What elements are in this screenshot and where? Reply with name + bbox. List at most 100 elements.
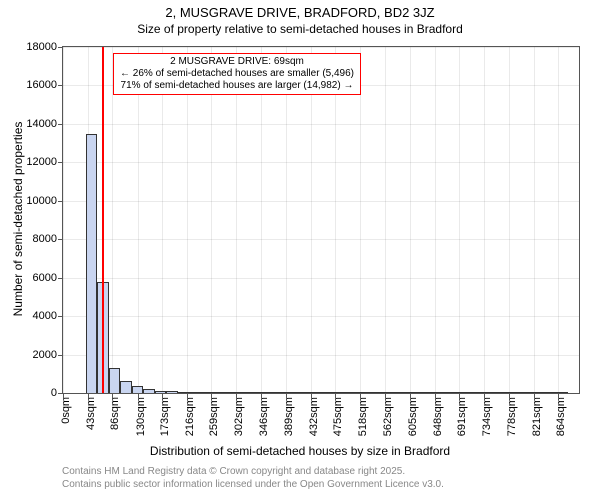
x-tick-label: 346sqm (258, 397, 270, 436)
y-tick-label: 14000 (26, 118, 63, 130)
gridline-h (63, 201, 579, 202)
histogram-bar (441, 392, 452, 393)
marker-line (102, 47, 104, 393)
gridline-v (534, 47, 535, 393)
x-tick-label: 389sqm (283, 397, 295, 436)
gridline-v (63, 47, 64, 393)
footer-line1: Contains HM Land Registry data © Crown c… (62, 466, 444, 479)
histogram-bar (86, 134, 97, 394)
histogram-bar (556, 392, 567, 393)
chart-container: 2, MUSGRAVE DRIVE, BRADFORD, BD2 3JZ Siz… (0, 0, 600, 500)
gridline-v (187, 47, 188, 393)
x-tick-label: 518sqm (357, 397, 369, 436)
x-tick-label: 86sqm (109, 397, 121, 430)
x-tick-label: 216sqm (184, 397, 196, 436)
y-tick-label: 2000 (33, 349, 63, 361)
y-tick-label: 12000 (26, 156, 63, 168)
histogram-bar (476, 392, 487, 393)
histogram-bar (315, 392, 326, 393)
histogram-bar (430, 392, 441, 393)
histogram-bar (487, 392, 498, 393)
gridline-v (211, 47, 212, 393)
histogram-bar (327, 392, 338, 393)
x-tick-label: 43sqm (85, 397, 97, 430)
histogram-bar (418, 392, 429, 393)
gridline-h (63, 47, 579, 48)
y-tick-label: 8000 (33, 233, 63, 245)
x-tick-label: 475sqm (332, 397, 344, 436)
histogram-bar (178, 392, 189, 393)
gridline-v (138, 47, 139, 393)
footer-line2: Contains public sector information licen… (62, 479, 444, 492)
gridline-v (509, 47, 510, 393)
histogram-bar (373, 392, 384, 393)
histogram-bar (281, 392, 292, 393)
x-tick-label: 259sqm (208, 397, 220, 436)
histogram-bar (212, 392, 223, 393)
histogram-bar (304, 392, 315, 393)
gridline-v (459, 47, 460, 393)
chart-title-line1: 2, MUSGRAVE DRIVE, BRADFORD, BD2 3JZ (0, 5, 600, 20)
gridline-h (63, 393, 579, 394)
x-tick-label: 432sqm (308, 397, 320, 436)
histogram-bar (533, 392, 544, 393)
x-tick-label: 562sqm (382, 397, 394, 436)
histogram-bar (143, 389, 154, 393)
info-box-line2: ← 26% of semi-detached houses are smalle… (120, 68, 354, 80)
histogram-bar (166, 391, 177, 393)
gridline-h (63, 355, 579, 356)
histogram-bar (224, 392, 235, 393)
y-tick-label: 16000 (26, 79, 63, 91)
y-tick-label: 6000 (33, 272, 63, 284)
gridline-v (385, 47, 386, 393)
histogram-bar (545, 392, 556, 393)
histogram-bar (361, 392, 372, 393)
histogram-bar (464, 392, 475, 393)
plot-area: 2 MUSGRAVE DRIVE: 69sqm ← 26% of semi-de… (62, 46, 580, 394)
x-tick-label: 302sqm (233, 397, 245, 436)
gridline-v (335, 47, 336, 393)
gridline-v (162, 47, 163, 393)
histogram-bar (109, 368, 120, 393)
y-tick-label: 18000 (26, 41, 63, 53)
histogram-bar (189, 392, 200, 393)
histogram-bar (396, 392, 407, 393)
gridline-v (112, 47, 113, 393)
histogram-bar (522, 392, 533, 393)
x-tick-label: 778sqm (506, 397, 518, 436)
x-tick-label: 821sqm (531, 397, 543, 436)
histogram-bar (407, 392, 418, 393)
histogram-bar (384, 392, 395, 393)
histogram-bar (235, 392, 246, 393)
histogram-bar (120, 381, 131, 393)
y-axis-label: Number of semi-detached properties (11, 122, 25, 317)
gridline-v (558, 47, 559, 393)
x-tick-label: 173sqm (159, 397, 171, 436)
histogram-bar (155, 391, 166, 393)
gridline-h (63, 316, 579, 317)
histogram-bar (350, 392, 361, 393)
histogram-bar (132, 386, 143, 393)
y-tick-label: 10000 (26, 195, 63, 207)
gridline-h (63, 278, 579, 279)
gridline-h (63, 124, 579, 125)
histogram-bar (338, 392, 349, 393)
histogram-bar (246, 392, 257, 393)
gridline-h (63, 162, 579, 163)
info-box: 2 MUSGRAVE DRIVE: 69sqm ← 26% of semi-de… (113, 53, 361, 95)
info-box-line1: 2 MUSGRAVE DRIVE: 69sqm (120, 56, 354, 68)
gridline-h (63, 239, 579, 240)
gridline-v (261, 47, 262, 393)
x-tick-label: 691sqm (456, 397, 468, 436)
gridline-v (410, 47, 411, 393)
y-tick-label: 4000 (33, 310, 63, 322)
x-tick-label: 0sqm (60, 397, 72, 424)
gridline-v (311, 47, 312, 393)
histogram-bar (510, 392, 521, 393)
histogram-bar (292, 392, 303, 393)
histogram-bar (269, 392, 280, 393)
footer: Contains HM Land Registry data © Crown c… (62, 466, 444, 491)
histogram-bar (201, 392, 212, 393)
x-tick-label: 130sqm (135, 397, 147, 436)
histogram-bar (258, 392, 269, 393)
